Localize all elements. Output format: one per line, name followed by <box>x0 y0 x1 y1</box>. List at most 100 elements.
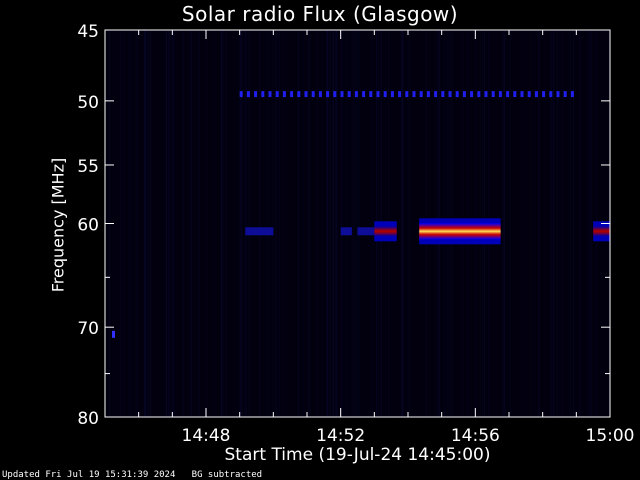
weak-emission <box>357 227 375 236</box>
noise-streak <box>356 30 358 417</box>
noise-streak <box>402 30 404 417</box>
noise-streak <box>244 30 246 417</box>
band-dash <box>383 91 387 98</box>
band-dash <box>340 91 344 98</box>
noise-streak <box>354 30 356 417</box>
band-dash <box>556 91 560 98</box>
band-dash <box>470 91 474 98</box>
noise-streak <box>534 30 536 417</box>
noise-streak <box>273 30 275 417</box>
noise-streak <box>333 30 334 417</box>
noise-streak <box>352 30 354 417</box>
noise-streak <box>169 30 171 417</box>
noise-streak <box>268 30 270 417</box>
band-dash <box>297 91 301 98</box>
band-dash <box>426 91 430 98</box>
noise-streak <box>330 30 332 417</box>
noise-streak <box>316 30 318 417</box>
band-dash <box>542 91 546 98</box>
noise-streak <box>400 30 402 417</box>
noise-streak <box>122 30 124 417</box>
band-dash <box>419 91 423 98</box>
noise-streak <box>282 30 284 417</box>
noise-streak <box>335 30 337 417</box>
band-dash <box>491 91 495 98</box>
band-dash <box>434 91 438 98</box>
noise-streak <box>225 30 227 417</box>
band-dash <box>448 91 452 98</box>
noise-streak <box>327 30 329 417</box>
band-dash <box>520 91 524 98</box>
noise-streak <box>244 30 246 417</box>
noise-streak <box>559 30 561 417</box>
noise-streak <box>271 30 273 417</box>
noise-streak <box>557 30 559 417</box>
band-dash <box>318 91 322 98</box>
noise-streak <box>278 30 280 417</box>
band-dash <box>347 91 351 98</box>
noise-streak <box>221 30 223 417</box>
noise-streak <box>556 30 558 417</box>
x-tick-label: 14:52 <box>316 426 365 446</box>
noise-streak <box>135 30 137 417</box>
weak-emission <box>245 227 274 236</box>
band-dash <box>549 91 553 98</box>
noise-streak <box>550 30 552 417</box>
y-axis-label: Frequency [MHz] <box>48 157 68 293</box>
band-dash <box>412 91 416 98</box>
band-dash <box>484 91 488 98</box>
x-tick-label: 15:00 <box>586 426 635 446</box>
noise-streak <box>402 30 404 417</box>
footer-status: Updated Fri Jul 19 15:31:39 2024 BG subt… <box>2 470 263 480</box>
emission-core <box>374 226 397 237</box>
noise-streak <box>358 30 360 417</box>
band-dash <box>354 91 358 98</box>
x-tick-label: 14:56 <box>451 426 500 446</box>
noise-streak <box>137 30 139 417</box>
band-dash <box>390 91 394 98</box>
noise-streak <box>308 30 309 417</box>
band-dash <box>455 91 459 98</box>
noise-streak <box>407 30 409 417</box>
noise-streak <box>279 30 281 417</box>
noise-streak <box>146 30 148 417</box>
emission-core <box>593 226 610 237</box>
noise-streak <box>332 30 334 417</box>
noise-streak <box>248 30 250 417</box>
noise-streak <box>194 30 195 417</box>
band-dash <box>282 91 286 98</box>
band-dash <box>246 91 250 98</box>
noise-streak <box>589 30 591 417</box>
isolated-signal <box>112 330 115 338</box>
noise-streak <box>349 30 351 417</box>
noise-streak <box>145 30 147 417</box>
noise-streak <box>199 30 201 417</box>
noise-streak <box>587 30 589 417</box>
noise-streak <box>524 30 526 417</box>
band-dash <box>304 91 308 98</box>
noise-streak <box>340 30 342 417</box>
band-dash <box>326 91 330 98</box>
band-dash <box>333 91 337 98</box>
noise-streak <box>308 30 310 417</box>
noise-streak <box>336 30 338 417</box>
y-tick-label: 50 <box>77 93 99 113</box>
weak-emission <box>340 227 352 236</box>
noise-streak <box>504 30 505 417</box>
noise-streak <box>221 30 223 417</box>
band-dash <box>254 91 258 98</box>
band-dash <box>311 91 315 98</box>
noise-streak <box>579 30 581 417</box>
noise-streak <box>129 30 131 417</box>
y-tick-label: 60 <box>77 216 99 236</box>
noise-streak <box>327 30 328 417</box>
noise-streak <box>573 30 575 417</box>
band-dash <box>513 91 517 98</box>
noise-streak <box>221 30 223 417</box>
band-dash <box>563 91 567 98</box>
band-dash <box>290 91 294 98</box>
noise-streak <box>146 30 148 417</box>
noise-streak <box>538 30 540 417</box>
band-dash <box>362 91 366 98</box>
